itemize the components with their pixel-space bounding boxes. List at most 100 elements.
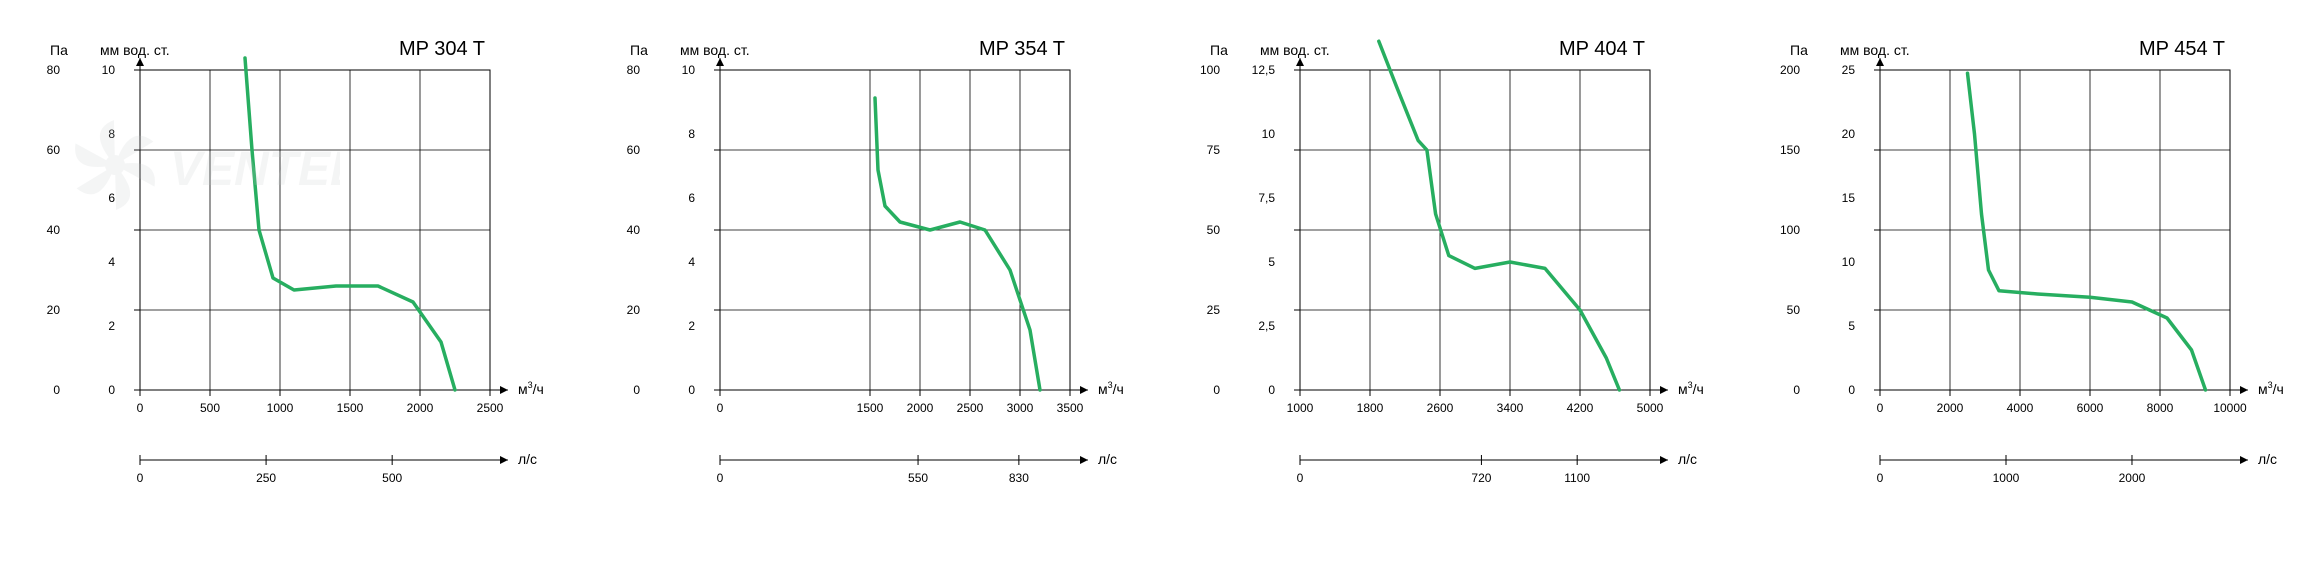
y1-tick: 200	[1780, 63, 1800, 77]
y2-tick: 2	[688, 319, 695, 333]
y1-tick: 80	[627, 63, 641, 77]
chart-panel: Памм вод. ст.MP 404 T1000180026003400420…	[1170, 10, 1730, 550]
y2-axis-label: мм вод. ст.	[1840, 42, 1910, 58]
x2-tick: 2000	[2119, 471, 2146, 485]
y2-tick: 5	[1848, 319, 1855, 333]
x1-tick: 3400	[1497, 401, 1524, 415]
y2-tick: 8	[688, 127, 695, 141]
x1-tick: 4200	[1567, 401, 1594, 415]
chart-panel: Памм вод. ст.MP 454 T0200040006000800010…	[1750, 10, 2310, 550]
x1-tick: 0	[137, 401, 144, 415]
chart-panel: Памм вод. ст.MP 304 T0500100015002000250…	[10, 10, 570, 550]
x1-tick: 5000	[1637, 401, 1664, 415]
x2-tick: 720	[1471, 471, 1491, 485]
x2-tick: 500	[382, 471, 402, 485]
y1-tick: 75	[1207, 143, 1221, 157]
y1-tick: 50	[1207, 223, 1221, 237]
y1-tick: 40	[627, 223, 641, 237]
y2-tick: 0	[688, 383, 695, 397]
x2-tick: 0	[717, 471, 724, 485]
chart-title: MP 304 T	[399, 38, 485, 60]
x1-tick: 0	[717, 401, 724, 415]
x1-tick: 2500	[957, 401, 984, 415]
x2-tick: 0	[1877, 471, 1884, 485]
x1-tick: 1000	[267, 401, 294, 415]
x2-axis-label: л/с	[2258, 451, 2277, 467]
y2-tick: 10	[1842, 255, 1856, 269]
x2-axis-label: л/с	[1678, 451, 1697, 467]
y1-tick: 25	[1207, 303, 1221, 317]
y2-tick: 2	[108, 319, 115, 333]
x2-tick: 550	[908, 471, 928, 485]
y1-tick: 0	[53, 383, 60, 397]
y1-tick: 50	[1787, 303, 1801, 317]
x1-tick: 500	[200, 401, 220, 415]
x1-tick: 8000	[2147, 401, 2174, 415]
charts-row: Памм вод. ст.MP 304 T0500100015002000250…	[10, 10, 2309, 550]
y1-axis-label: Па	[1210, 42, 1228, 58]
y1-tick: 0	[633, 383, 640, 397]
x1-tick: 6000	[2077, 401, 2104, 415]
x2-axis-label: л/с	[518, 451, 537, 467]
y1-tick: 150	[1780, 143, 1800, 157]
y2-tick: 6	[688, 191, 695, 205]
x2-tick: 0	[137, 471, 144, 485]
x1-tick: 2000	[1937, 401, 1964, 415]
x2-tick: 830	[1009, 471, 1029, 485]
chart-title: MP 404 T	[1559, 38, 1645, 60]
x1-tick: 3000	[1007, 401, 1034, 415]
y2-tick: 0	[1268, 383, 1275, 397]
y1-axis-label: Па	[630, 42, 648, 58]
y1-tick: 0	[1213, 383, 1220, 397]
y1-axis-label: Па	[50, 42, 68, 58]
y2-tick: 12,5	[1252, 63, 1276, 77]
y2-tick: 20	[1842, 127, 1856, 141]
x1-tick: 2000	[407, 401, 434, 415]
y2-tick: 10	[102, 63, 116, 77]
y2-tick: 4	[688, 255, 695, 269]
y2-tick: 15	[1842, 191, 1856, 205]
y1-tick: 0	[1793, 383, 1800, 397]
y2-tick: 7,5	[1258, 191, 1275, 205]
x2-tick: 0	[1297, 471, 1304, 485]
y1-tick: 40	[47, 223, 61, 237]
y1-tick: 80	[47, 63, 61, 77]
x1-tick: 0	[1877, 401, 1884, 415]
chart-title: MP 454 T	[2139, 38, 2225, 60]
y2-axis-label: мм вод. ст.	[680, 42, 750, 58]
x1-tick: 10000	[2213, 401, 2247, 415]
y2-tick: 6	[108, 191, 115, 205]
y2-tick: 10	[1262, 127, 1276, 141]
y2-tick: 4	[108, 255, 115, 269]
x1-tick: 1500	[337, 401, 364, 415]
y1-tick: 20	[47, 303, 61, 317]
y1-axis-label: Па	[1790, 42, 1808, 58]
x1-tick: 3500	[1057, 401, 1084, 415]
x1-tick: 1500	[857, 401, 884, 415]
y2-tick: 0	[108, 383, 115, 397]
chart-title: MP 354 T	[979, 38, 1065, 60]
x1-tick: 2500	[477, 401, 504, 415]
y1-tick: 100	[1780, 223, 1800, 237]
y2-tick: 5	[1268, 255, 1275, 269]
y1-tick: 60	[47, 143, 61, 157]
chart-panel: Памм вод. ст.MP 354 T0150020002500300035…	[590, 10, 1150, 550]
x2-tick: 1100	[1564, 471, 1590, 485]
y2-tick: 0	[1848, 383, 1855, 397]
y2-axis-label: мм вод. ст.	[1260, 42, 1330, 58]
x1-tick: 4000	[2007, 401, 2034, 415]
y1-tick: 20	[627, 303, 641, 317]
x2-tick: 250	[256, 471, 276, 485]
y1-tick: 100	[1200, 63, 1220, 77]
x1-tick: 1000	[1287, 401, 1314, 415]
x2-axis-label: л/с	[1098, 451, 1117, 467]
y2-tick: 8	[108, 127, 115, 141]
y2-tick: 10	[682, 63, 696, 77]
x1-tick: 2000	[907, 401, 934, 415]
y2-tick: 25	[1842, 63, 1856, 77]
y2-axis-label: мм вод. ст.	[100, 42, 170, 58]
x1-tick: 2600	[1427, 401, 1454, 415]
y2-tick: 2,5	[1258, 319, 1275, 333]
y1-tick: 60	[627, 143, 641, 157]
x1-tick: 1800	[1357, 401, 1384, 415]
